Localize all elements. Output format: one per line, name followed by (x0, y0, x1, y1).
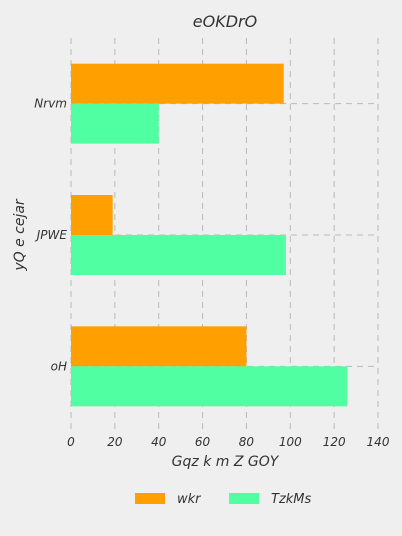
x-tick-label: 60 (195, 435, 211, 449)
bars (71, 63, 348, 407)
x-axis-label: Gqz k m Z GOY (172, 454, 280, 470)
x-tick-label: 80 (239, 435, 255, 449)
x-tick-label: 100 (279, 435, 302, 449)
bar-wkr-JPWE (71, 195, 113, 235)
x-tick-label: 40 (151, 435, 167, 449)
x-tick-label: 20 (107, 435, 123, 449)
y-tick-label: oH (51, 359, 67, 373)
x-axis-ticks: 0 20 40 60 80 100 120 140 (67, 435, 390, 449)
bar-wkr-Nrvm (71, 63, 284, 104)
legend-label-wkr: wkr (177, 492, 202, 507)
bar-TzkMs-oH (71, 366, 348, 407)
legend: wkr TzkMs (135, 492, 312, 507)
x-tick-label: 120 (323, 435, 346, 449)
bar-TzkMs-JPWE (71, 235, 286, 275)
x-tick-label: 0 (67, 435, 75, 449)
bar-TzkMs-Nrvm (71, 103, 159, 144)
legend-label-TzkMs: TzkMs (271, 492, 312, 507)
y-tick-label: Nrvm (34, 97, 67, 111)
bar-wkr-oH (71, 326, 247, 367)
legend-swatch-wkr (135, 493, 165, 504)
legend-swatch-TzkMs (229, 493, 259, 504)
x-tick-label: 140 (367, 435, 390, 449)
y-tick-label: JPWE (35, 228, 68, 242)
y-axis-ticks: oH JPWE Nrvm (34, 97, 67, 374)
y-axis-label: yQ e cejar (12, 198, 28, 272)
chart-title: eOKDrO (193, 12, 257, 31)
